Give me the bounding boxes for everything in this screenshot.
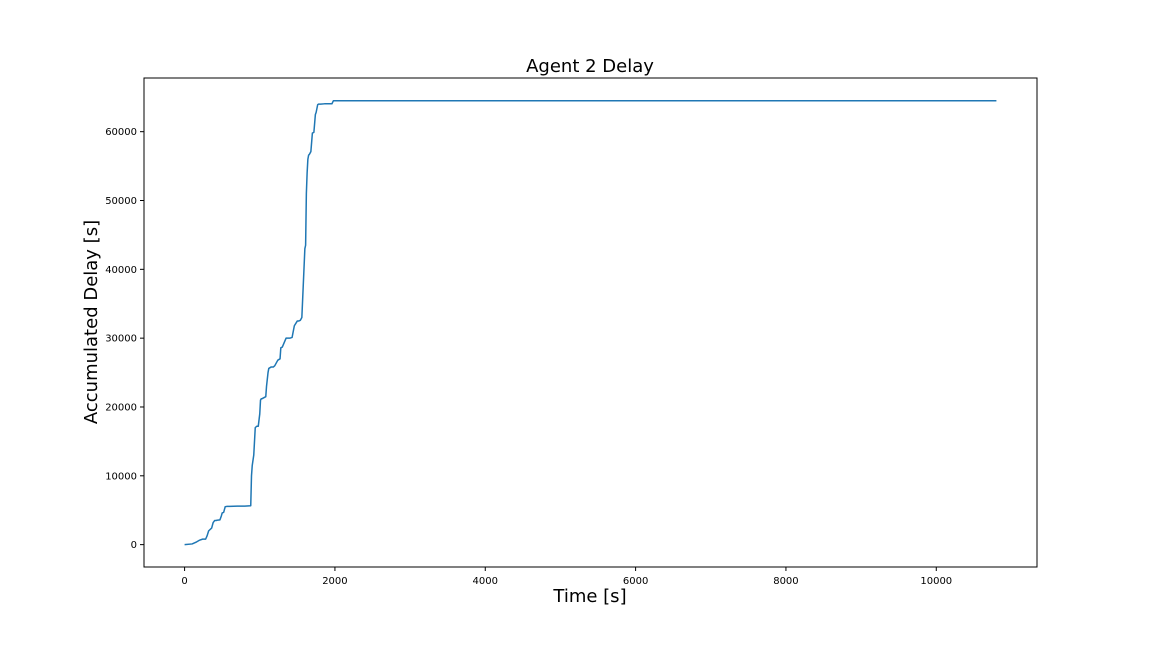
y-axis: 0 10000 20000 30000 40000 50000 60000 [105,127,144,551]
x-tick-label: 2000 [322,576,347,587]
x-tick-label: 0 [181,576,187,587]
series-line-0 [184,99,997,546]
y-tick-label: 60000 [105,127,137,138]
x-axis: 0 2000 4000 6000 8000 10000 [181,567,952,587]
x-tick-label: 6000 [623,576,648,587]
y-tick-label: 10000 [105,471,137,482]
y-axis-label: Accumulated Delay [s] [81,220,102,424]
x-tick-label: 4000 [473,576,498,587]
plot-frame [143,77,1038,568]
y-tick-label: 20000 [105,402,137,413]
x-tick-label: 8000 [773,576,798,587]
chart-title: Agent 2 Delay [526,56,654,77]
y-tick-label: 30000 [105,334,137,345]
plot-area [184,99,997,546]
y-tick-label: 40000 [105,265,137,276]
x-tick-label: 10000 [920,576,952,587]
y-tick-label: 0 [131,540,137,551]
y-tick-label: 50000 [105,196,137,207]
x-axis-label: Time [s] [552,586,626,607]
